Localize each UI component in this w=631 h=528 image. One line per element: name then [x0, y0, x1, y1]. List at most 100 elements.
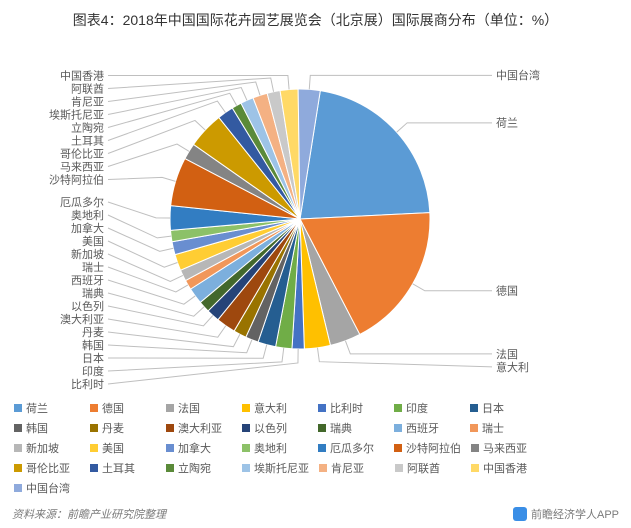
- legend-label: 瑞士: [482, 420, 504, 436]
- legend-swatch: [166, 424, 174, 432]
- legend-label: 瑞典: [330, 420, 352, 436]
- legend-swatch: [166, 464, 174, 472]
- pie-chart: 中国台湾荷兰德国法国意大利中国香港阿联酋肯尼亚埃斯托尼亚立陶宛土耳其哥伦比亚马来…: [0, 34, 631, 394]
- legend-item: 比利时: [318, 400, 384, 416]
- legend-label: 澳大利亚: [178, 420, 222, 436]
- pie-svg: 中国台湾荷兰德国法国意大利中国香港阿联酋肯尼亚埃斯托尼亚立陶宛土耳其哥伦比亚马来…: [0, 34, 631, 394]
- legend-label: 荷兰: [26, 400, 48, 416]
- legend-swatch: [470, 424, 478, 432]
- legend-item: 肯尼亚: [319, 460, 385, 476]
- legend-label: 比利时: [330, 400, 363, 416]
- leader-line: [309, 75, 492, 89]
- legend-swatch: [90, 444, 98, 452]
- legend-item: 法国: [166, 400, 232, 416]
- legend-item: 沙特阿拉伯: [394, 440, 461, 456]
- leader-line: [108, 293, 204, 316]
- app-label: 前瞻经济学人APP: [531, 506, 619, 522]
- legend-item: 瑞典: [318, 420, 384, 436]
- legend-label: 日本: [482, 400, 504, 416]
- leader-line: [108, 241, 177, 267]
- slice-label: 丹麦: [82, 326, 104, 339]
- legend-item: 日本: [470, 400, 536, 416]
- slice-label: 美国: [82, 235, 104, 248]
- legend-label: 法国: [178, 400, 200, 416]
- legend-swatch: [14, 444, 22, 452]
- legend-label: 奥地利: [254, 440, 287, 456]
- legend-item: 瑞士: [470, 420, 536, 436]
- leader-line: [413, 284, 492, 291]
- legend-item: 以色列: [242, 420, 308, 436]
- legend-item: 土耳其: [90, 460, 156, 476]
- slice-label: 印度: [82, 364, 104, 378]
- leader-line: [108, 215, 171, 238]
- slice-label: 埃斯托尼亚: [49, 107, 104, 121]
- legend-swatch: [90, 424, 98, 432]
- legend-item: 中国香港: [471, 460, 537, 476]
- legend-label: 美国: [102, 440, 124, 456]
- leader-line: [108, 280, 195, 304]
- legend-swatch: [242, 464, 250, 472]
- app-note: 前瞻经济学人APP: [513, 506, 619, 522]
- slice-label: 哥伦比亚: [60, 146, 104, 160]
- slice-label: 韩国: [82, 338, 104, 352]
- legend-item: 奥地利: [242, 440, 308, 456]
- legend-item: 新加坡: [14, 440, 80, 456]
- slice-label: 立陶宛: [71, 120, 104, 134]
- legend-item: 印度: [394, 400, 460, 416]
- leader-line: [108, 228, 173, 251]
- legend-swatch: [14, 484, 22, 492]
- slice-label: 法国: [496, 347, 518, 361]
- leader-line: [108, 82, 260, 102]
- legend-item: 西班牙: [394, 420, 460, 436]
- legend-label: 阿联酋: [407, 460, 440, 476]
- legend-swatch: [394, 444, 402, 452]
- legend-label: 印度: [406, 400, 428, 416]
- slice-label: 厄瓜多尔: [60, 195, 104, 209]
- slice-label: 意大利: [496, 360, 529, 374]
- source-note: 资料来源：前瞻产业研究院整理: [12, 506, 166, 522]
- page: 图表4：2018年中国国际花卉园艺展览会（北京展）国际展商分布（单位：%） 中国…: [0, 0, 631, 528]
- footer: 资料来源：前瞻产业研究院整理 前瞻经济学人APP: [12, 506, 619, 522]
- legend-item: 意大利: [242, 400, 308, 416]
- legend-item: 美国: [90, 440, 156, 456]
- legend-swatch: [14, 424, 22, 432]
- legend-label: 丹麦: [102, 420, 124, 436]
- leader-line: [108, 267, 188, 292]
- slice-label: 以色列: [71, 299, 104, 313]
- slice-label: 加拿大: [71, 221, 104, 235]
- legend-swatch: [470, 404, 478, 412]
- legend-label: 以色列: [254, 420, 287, 436]
- legend-swatch: [318, 444, 326, 452]
- legend-swatch: [395, 464, 403, 472]
- legend-swatch: [14, 404, 22, 412]
- slice-label: 马来西亚: [60, 160, 104, 173]
- leader-line: [108, 144, 189, 166]
- legend-label: 土耳其: [102, 460, 135, 476]
- legend-label: 德国: [102, 400, 124, 416]
- legend-item: 荷兰: [14, 400, 80, 416]
- slice-label: 中国台湾: [496, 68, 540, 82]
- legend-label: 沙特阿拉伯: [406, 440, 461, 456]
- legend-swatch: [242, 404, 250, 412]
- legend-label: 马来西亚: [483, 440, 527, 456]
- leader-line: [397, 123, 492, 132]
- legend-swatch: [318, 424, 326, 432]
- legend-swatch: [394, 404, 402, 412]
- leader-line: [108, 78, 274, 92]
- legend-label: 意大利: [254, 400, 287, 416]
- slice-label: 奥地利: [71, 208, 104, 222]
- pie-slice: [300, 91, 430, 219]
- legend-swatch: [242, 444, 250, 452]
- legend-item: 埃斯托尼亚: [242, 460, 309, 476]
- leader-line: [108, 202, 170, 218]
- legend-item: 厄瓜多尔: [318, 440, 384, 456]
- legend-swatch: [166, 404, 174, 412]
- legend-swatch: [242, 424, 250, 432]
- slice-label: 新加坡: [71, 247, 104, 261]
- legend-item: 中国台湾: [14, 480, 80, 496]
- app-icon: [513, 507, 527, 521]
- legend-item: 阿联酋: [395, 460, 461, 476]
- slice-label: 土耳其: [71, 134, 104, 147]
- legend-item: 丹麦: [90, 420, 156, 436]
- legend-item: 马来西亚: [471, 440, 537, 456]
